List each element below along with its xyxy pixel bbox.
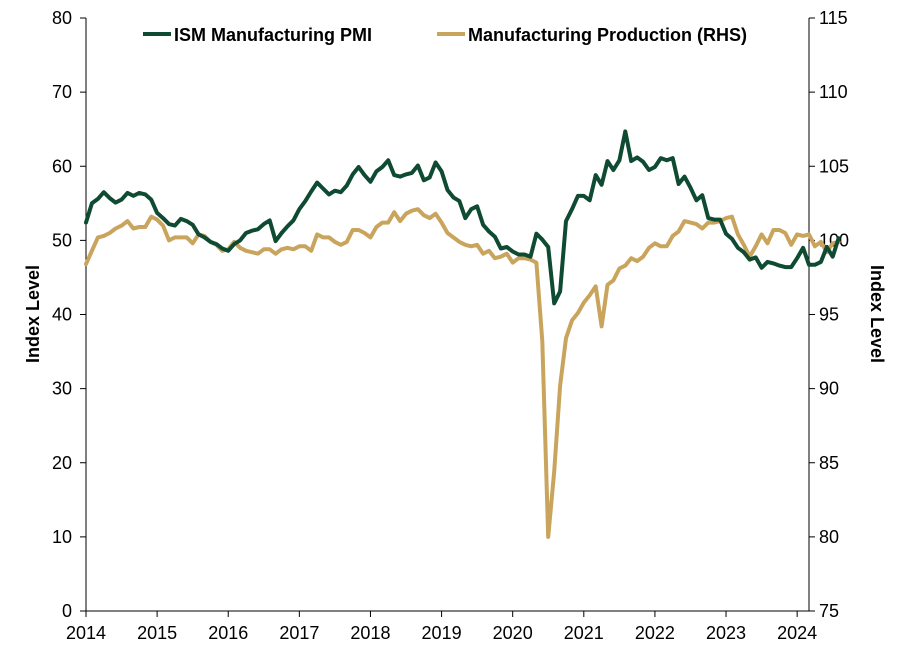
left-y-tick-label: 70 [52,82,72,102]
x-tick-label: 2020 [493,623,533,643]
x-tick-label: 2014 [66,623,106,643]
x-tick-label: 2024 [777,623,817,643]
right-y-axis-title: Index Level [867,265,887,363]
x-tick-label: 2015 [137,623,177,643]
series-lines [84,129,841,539]
x-tick-label: 2023 [706,623,746,643]
x-tick-label: 2018 [350,623,390,643]
x-tick-label: 2021 [564,623,604,643]
legend: ISM Manufacturing PMI Manufacturing Prod… [143,25,747,45]
right-y-tick-label: 115 [819,8,848,28]
x-tick-label: 2019 [422,623,462,643]
x-axis-ticks: 2014 2015 2016 2017 2018 2019 2020 2021 2022 2023… [66,611,817,643]
left-y-tick-label: 50 [52,230,72,250]
plot-area: 2014 2015 2016 2017 2018 2019 2020 2021 2022 2023… [52,8,849,643]
right-y-tick-label: 75 [819,601,839,621]
left-y-tick-label: 30 [52,379,72,399]
right-y-tick-label: 85 [819,453,839,473]
left-y-tick-label: 0 [62,601,72,621]
left-y-tick-label: 80 [52,8,72,28]
left-y-tick-label: 40 [52,305,72,325]
right-y-tick-label: 105 [819,156,849,176]
left-y-tick-label: 60 [52,156,72,176]
left-y-axis-title: Index Level [23,265,43,363]
x-tick-label: 2016 [208,623,248,643]
left-y-tick-label: 10 [52,527,72,547]
series-line-ism-manufacturing-pmi [84,129,841,306]
left-y-tick-label: 20 [52,453,72,473]
right-y-tick-label: 80 [819,527,839,547]
legend-label-manufacturing-production: Manufacturing Production (RHS) [468,25,747,45]
x-tick-label: 2017 [279,623,319,643]
right-y-tick-label: 95 [819,305,839,325]
series-line-manufacturing-production [84,207,841,539]
right-y-tick-label: 90 [819,379,839,399]
x-tick-label: 2022 [635,623,675,643]
right-y-tick-label: 110 [819,82,848,102]
left-y-axis-ticks: 0 10 20 30 40 50 60 70 80 [52,8,86,621]
legend-label-ism-pmi: ISM Manufacturing PMI [174,25,372,45]
